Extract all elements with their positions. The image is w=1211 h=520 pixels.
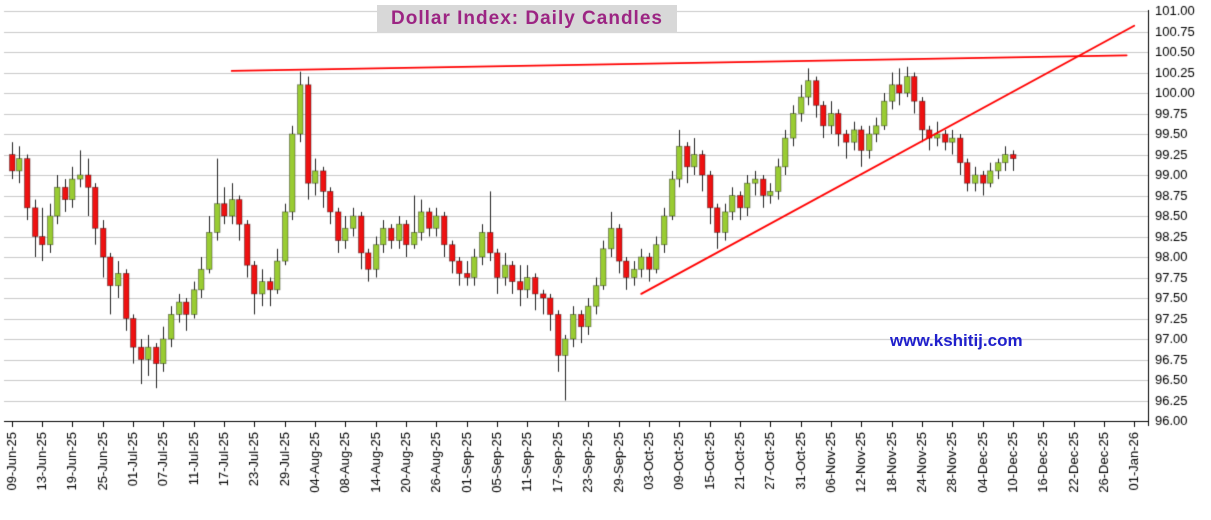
chart-title: Dollar Index: Daily Candles	[377, 5, 677, 33]
kshitij-watermark: www.kshitij.com	[890, 331, 1023, 350]
